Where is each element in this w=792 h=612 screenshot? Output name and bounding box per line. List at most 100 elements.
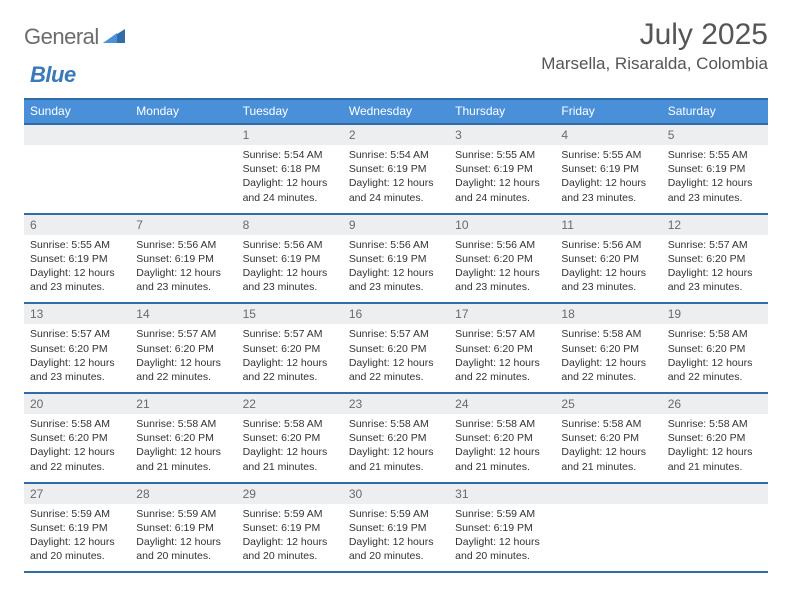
sunset-text: Sunset: 6:20 PM [668, 252, 762, 266]
sunset-text: Sunset: 6:20 PM [349, 342, 443, 356]
daylight1-text: Daylight: 12 hours [30, 535, 124, 549]
daylight2-text: and 22 minutes. [243, 370, 337, 384]
day-number [662, 484, 768, 504]
daylight2-text: and 22 minutes. [561, 370, 655, 384]
week-row: 13141516171819Sunrise: 5:57 AMSunset: 6:… [24, 302, 768, 392]
day-number: 21 [130, 394, 236, 414]
daylight2-text: and 23 minutes. [243, 280, 337, 294]
daylight2-text: and 23 minutes. [668, 280, 762, 294]
daylight1-text: Daylight: 12 hours [136, 445, 230, 459]
daylight1-text: Daylight: 12 hours [136, 356, 230, 370]
daylight2-text: and 23 minutes. [668, 191, 762, 205]
day-number: 19 [662, 304, 768, 324]
sunset-text: Sunset: 6:20 PM [455, 431, 549, 445]
daylight1-text: Daylight: 12 hours [349, 176, 443, 190]
daylight2-text: and 21 minutes. [136, 460, 230, 474]
sunrise-text: Sunrise: 5:56 AM [349, 238, 443, 252]
day-cell: Sunrise: 5:55 AMSunset: 6:19 PMDaylight:… [555, 145, 661, 213]
day-number: 18 [555, 304, 661, 324]
daylight1-text: Daylight: 12 hours [349, 356, 443, 370]
sunset-text: Sunset: 6:20 PM [136, 431, 230, 445]
day-number [130, 125, 236, 145]
daylight1-text: Daylight: 12 hours [30, 445, 124, 459]
sunset-text: Sunset: 6:20 PM [349, 431, 443, 445]
daylight1-text: Daylight: 12 hours [243, 176, 337, 190]
sunrise-text: Sunrise: 5:57 AM [30, 327, 124, 341]
day-number [555, 484, 661, 504]
sunrise-text: Sunrise: 5:55 AM [30, 238, 124, 252]
sunset-text: Sunset: 6:19 PM [30, 252, 124, 266]
daylight2-text: and 24 minutes. [349, 191, 443, 205]
day-cell: Sunrise: 5:59 AMSunset: 6:19 PMDaylight:… [343, 504, 449, 572]
sunrise-text: Sunrise: 5:57 AM [136, 327, 230, 341]
day-cell: Sunrise: 5:55 AMSunset: 6:19 PMDaylight:… [449, 145, 555, 213]
daylight2-text: and 20 minutes. [30, 549, 124, 563]
daylight2-text: and 22 minutes. [668, 370, 762, 384]
day-number: 1 [237, 125, 343, 145]
daylight2-text: and 21 minutes. [561, 460, 655, 474]
daylight2-text: and 23 minutes. [455, 280, 549, 294]
day-cell: Sunrise: 5:56 AMSunset: 6:19 PMDaylight:… [237, 235, 343, 303]
sunrise-text: Sunrise: 5:55 AM [455, 148, 549, 162]
daylight1-text: Daylight: 12 hours [455, 356, 549, 370]
daylight2-text: and 23 minutes. [349, 280, 443, 294]
sunrise-text: Sunrise: 5:57 AM [349, 327, 443, 341]
daylight1-text: Daylight: 12 hours [243, 535, 337, 549]
sunset-text: Sunset: 6:20 PM [455, 342, 549, 356]
calendar: Sunday Monday Tuesday Wednesday Thursday… [24, 98, 768, 573]
daylight2-text: and 21 minutes. [243, 460, 337, 474]
day-header-fri: Friday [555, 100, 661, 123]
sunset-text: Sunset: 6:19 PM [455, 521, 549, 535]
day-cell: Sunrise: 5:54 AMSunset: 6:19 PMDaylight:… [343, 145, 449, 213]
sunset-text: Sunset: 6:19 PM [349, 162, 443, 176]
sunset-text: Sunset: 6:19 PM [136, 521, 230, 535]
sunrise-text: Sunrise: 5:58 AM [561, 327, 655, 341]
day-cell: Sunrise: 5:57 AMSunset: 6:20 PMDaylight:… [24, 324, 130, 392]
day-cell: Sunrise: 5:54 AMSunset: 6:18 PMDaylight:… [237, 145, 343, 213]
day-number-row: 12345 [24, 125, 768, 145]
brand-word-2: Blue [30, 62, 76, 88]
brand-logo: General [24, 18, 127, 50]
daylight2-text: and 23 minutes. [561, 191, 655, 205]
day-number: 9 [343, 215, 449, 235]
sunrise-text: Sunrise: 5:57 AM [668, 238, 762, 252]
day-cell: Sunrise: 5:56 AMSunset: 6:19 PMDaylight:… [130, 235, 236, 303]
day-cell: Sunrise: 5:57 AMSunset: 6:20 PMDaylight:… [662, 235, 768, 303]
day-cell: Sunrise: 5:55 AMSunset: 6:19 PMDaylight:… [24, 235, 130, 303]
daylight1-text: Daylight: 12 hours [349, 266, 443, 280]
sunrise-text: Sunrise: 5:58 AM [668, 327, 762, 341]
sunrise-text: Sunrise: 5:58 AM [243, 417, 337, 431]
daylight1-text: Daylight: 12 hours [349, 535, 443, 549]
day-number-row: 2728293031 [24, 484, 768, 504]
daylight1-text: Daylight: 12 hours [30, 356, 124, 370]
sunrise-text: Sunrise: 5:58 AM [455, 417, 549, 431]
daylight2-text: and 23 minutes. [561, 280, 655, 294]
location-subtitle: Marsella, Risaralda, Colombia [541, 54, 768, 74]
day-number: 29 [237, 484, 343, 504]
sunset-text: Sunset: 6:19 PM [30, 521, 124, 535]
sunset-text: Sunset: 6:19 PM [243, 521, 337, 535]
week-row: 2728293031Sunrise: 5:59 AMSunset: 6:19 P… [24, 482, 768, 572]
day-cell: Sunrise: 5:58 AMSunset: 6:20 PMDaylight:… [130, 414, 236, 482]
day-cell: Sunrise: 5:58 AMSunset: 6:20 PMDaylight:… [662, 414, 768, 482]
day-header-tue: Tuesday [237, 100, 343, 123]
daylight2-text: and 20 minutes. [243, 549, 337, 563]
sunrise-text: Sunrise: 5:58 AM [668, 417, 762, 431]
daylight1-text: Daylight: 12 hours [136, 535, 230, 549]
sunrise-text: Sunrise: 5:54 AM [349, 148, 443, 162]
week-row: 20212223242526Sunrise: 5:58 AMSunset: 6:… [24, 392, 768, 482]
sunset-text: Sunset: 6:20 PM [455, 252, 549, 266]
week-row: 6789101112Sunrise: 5:55 AMSunset: 6:19 P… [24, 213, 768, 303]
sunset-text: Sunset: 6:19 PM [136, 252, 230, 266]
day-cell: Sunrise: 5:58 AMSunset: 6:20 PMDaylight:… [662, 324, 768, 392]
day-number-row: 6789101112 [24, 215, 768, 235]
day-content-row: Sunrise: 5:54 AMSunset: 6:18 PMDaylight:… [24, 145, 768, 213]
day-number: 4 [555, 125, 661, 145]
sunset-text: Sunset: 6:20 PM [561, 342, 655, 356]
day-number: 26 [662, 394, 768, 414]
sunrise-text: Sunrise: 5:59 AM [243, 507, 337, 521]
day-header-sat: Saturday [662, 100, 768, 123]
sunrise-text: Sunrise: 5:56 AM [243, 238, 337, 252]
daylight2-text: and 22 minutes. [30, 460, 124, 474]
day-number: 7 [130, 215, 236, 235]
